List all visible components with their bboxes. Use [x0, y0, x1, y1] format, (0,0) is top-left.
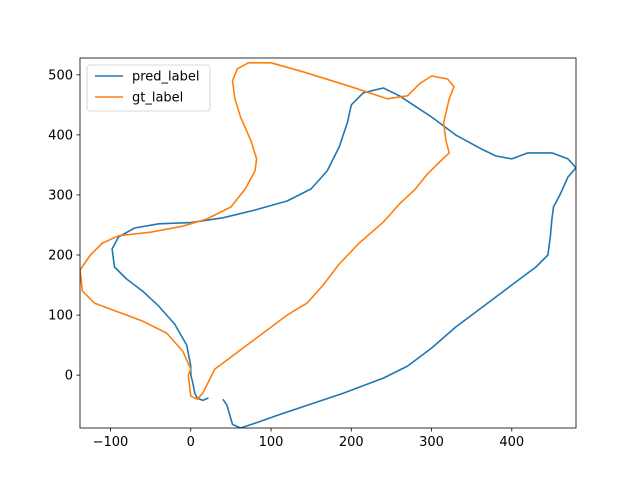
y-tick-label: 200 — [48, 249, 73, 264]
x-tick-label: 400 — [499, 435, 524, 450]
axis-ticks: −100 0 100 200 300 400 0 100 200 300 400 500 — [48, 68, 524, 450]
y-tick-label: 100 — [48, 309, 73, 324]
y-tick-label: 500 — [48, 68, 73, 83]
x-tick-label: 0 — [187, 435, 195, 450]
x-tick-label: 200 — [339, 435, 364, 450]
x-tick-label: 300 — [419, 435, 444, 450]
series-line-pred-label — [111, 87, 576, 428]
plot-frame — [79, 57, 577, 429]
x-tick-label: 100 — [259, 435, 284, 450]
legend-label-gt-label: gt_label — [132, 91, 183, 106]
y-tick-label: 400 — [48, 128, 73, 143]
legend-label-pred-label: pred_label — [132, 70, 200, 85]
y-tick-label: 0 — [65, 369, 73, 384]
y-tick-label: 300 — [48, 188, 73, 203]
x-tick-label: −100 — [93, 435, 129, 450]
series-layer — [80, 61, 576, 428]
legend: pred_label gt_label — [86, 64, 211, 112]
series-line-gt-label — [80, 61, 455, 401]
